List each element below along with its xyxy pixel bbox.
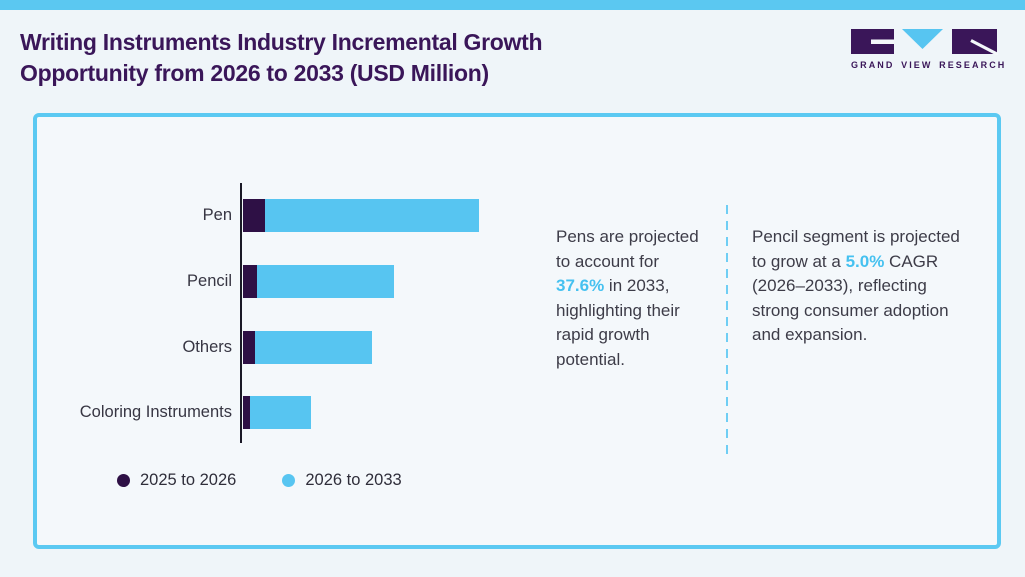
top-accent-bar [0, 0, 1025, 10]
category-label: Others [182, 338, 232, 356]
legend-label: 2025 to 2026 [140, 471, 237, 489]
chart-card [33, 113, 1001, 549]
legend-dot-icon [282, 474, 296, 487]
dashed-divider [726, 205, 728, 457]
page-title-line1: Writing Instruments Industry Incremental… [20, 29, 543, 55]
annotation-text: Pens are projected to account for [556, 227, 699, 271]
bar-segment-2026-2033 [250, 396, 311, 429]
bar-segment-2026-2033 [257, 265, 394, 298]
page-title-line2: Opportunity from 2026 to 2033 (USD Milli… [20, 60, 489, 86]
category-label: Coloring Instruments [79, 403, 232, 421]
annotation-text: CAGR (2026–2033), reflecting strong cons… [752, 251, 949, 345]
annotation-highlight-value: 37.6% [556, 276, 605, 295]
chart-legend: 2025 to 2026 2026 to 2033 [117, 471, 402, 490]
annotation-pen-share: Pens are projected to account for 37.6% … [556, 225, 708, 372]
legend-dot-icon [117, 474, 130, 487]
category-label: Pen [202, 206, 232, 224]
chart-y-axis [240, 183, 242, 443]
bar-segment-2026-2033 [265, 199, 479, 232]
annotation-pencil-cagr: Pencil segment is projected to grow at a… [752, 225, 964, 348]
category-label: Pencil [187, 272, 232, 290]
bar-segment-2026-2033 [255, 331, 372, 364]
annotation-highlight-value: 5.0% [845, 251, 885, 271]
legend-item-2026-2033: 2026 to 2033 [282, 471, 402, 490]
bar-segment-2025-2026 [243, 331, 255, 364]
bar-segment-2025-2026 [243, 199, 265, 232]
gvr-logo-icon [851, 29, 999, 55]
gvr-logo-text: GRAND VIEW RESEARCH [851, 60, 1007, 70]
gvr-logo: GRAND VIEW RESEARCH [851, 29, 1007, 70]
annotation-text: in 2033, highlighting their rapid growth… [556, 276, 680, 369]
page-title: Writing Instruments Industry Incremental… [20, 27, 543, 89]
annotation-text: Pencil segment is projected to grow at a [752, 227, 960, 271]
legend-item-2025-2026: 2025 to 2026 [117, 471, 236, 490]
bar-segment-2025-2026 [243, 396, 250, 429]
legend-label: 2026 to 2033 [305, 471, 402, 489]
bar-segment-2025-2026 [243, 265, 257, 298]
